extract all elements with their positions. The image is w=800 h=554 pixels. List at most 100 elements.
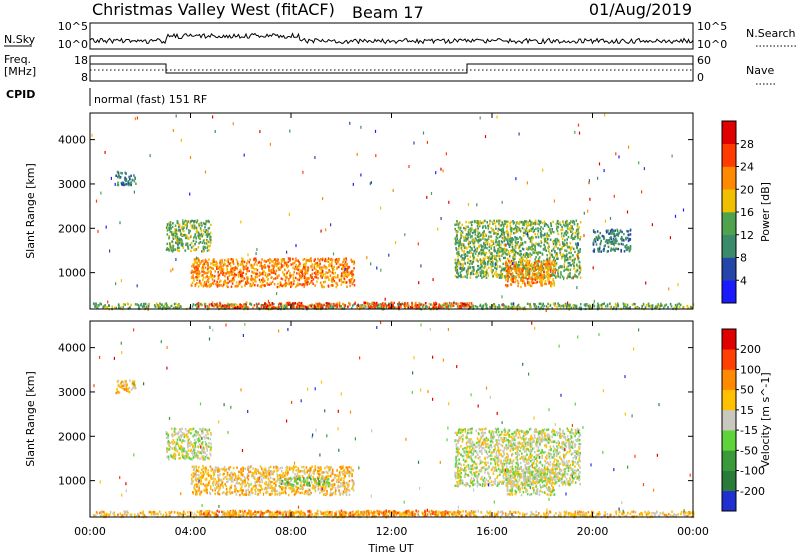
scatter-cell: [230, 285, 233, 288]
scatter-cell: [343, 265, 345, 269]
scatter-cell: [563, 513, 566, 517]
scatter-cell: [567, 268, 569, 271]
scatter-cell: [313, 271, 316, 275]
scatter-cell: [385, 511, 388, 515]
scatter-cell: [596, 230, 599, 233]
scatter-cell: [361, 306, 363, 309]
scatter-cell: [610, 232, 612, 235]
scatter-cell: [385, 306, 388, 309]
scatter-cell: [509, 243, 512, 247]
scatter-cell: [274, 261, 277, 265]
scatter-cell: [219, 261, 221, 265]
scatter-cell: [204, 266, 207, 269]
scatter-cell: [547, 242, 550, 245]
scatter-cell: [569, 241, 572, 245]
scatter-cell: [458, 260, 461, 263]
scatter-cell: [501, 303, 503, 307]
scatter-cell: [488, 230, 491, 234]
scatter-cell: [411, 304, 413, 307]
scatter-cell: [497, 227, 500, 231]
scatter-cell: [318, 305, 321, 308]
scatter-cell: [563, 254, 566, 257]
scatter-cell: [520, 263, 522, 266]
scatter-cell: [183, 229, 185, 233]
scatter-cell: [509, 225, 512, 228]
scatter-cell: [549, 270, 552, 273]
scatter-cell: [338, 301, 341, 305]
scatter-cell: [551, 255, 554, 258]
scatter-cell: [464, 302, 467, 305]
scatter-cell: [563, 234, 565, 238]
scatter-cell: [490, 257, 492, 260]
scatter-cell: [498, 306, 500, 310]
scatter-cell: [315, 276, 318, 279]
scatter-cell: [326, 510, 329, 513]
scatter-cell: [173, 302, 176, 306]
scatter-cell: [351, 513, 353, 516]
scatter-cell: [511, 242, 514, 246]
scatter-cell: [463, 251, 465, 254]
scatter-cell: [573, 220, 575, 224]
scatter-cell: [507, 236, 509, 239]
scatter-cell: [463, 236, 465, 239]
scatter-cell: [414, 306, 416, 309]
scatter-cell: [534, 513, 537, 517]
scatter-cell: [171, 245, 173, 248]
scatter-cell: [577, 236, 579, 240]
scatter-cell: [501, 228, 503, 231]
scatter-cell: [557, 269, 559, 273]
scatter-cell: [140, 303, 143, 306]
scatter-cell: [488, 243, 491, 246]
scatter-cell: [518, 132, 520, 136]
scatter-cell: [470, 302, 473, 305]
scatter-cell: [112, 512, 114, 515]
scatter-cell: [296, 278, 299, 281]
scatter-cell: [411, 301, 413, 305]
scatter-cell: [304, 272, 307, 275]
scatter-cell: [418, 515, 421, 518]
scatter-cell: [166, 223, 169, 226]
scatter-cell: [208, 306, 210, 309]
scatter-cell: [487, 274, 490, 277]
scatter-cell: [562, 304, 564, 307]
scatter-cell: [192, 245, 195, 248]
scatter-cell: [610, 240, 612, 244]
scatter-cell: [338, 263, 341, 266]
colorbar-tick-label: 12: [740, 229, 754, 242]
scatter-cell: [278, 302, 281, 305]
scatter-cell: [259, 280, 262, 284]
scatter-cell: [557, 275, 560, 278]
scatter-cell: [190, 514, 193, 518]
scatter-cell: [250, 275, 253, 278]
scatter-cell: [202, 247, 205, 251]
scatter-cell: [262, 278, 265, 281]
scatter-cell: [500, 240, 503, 243]
scatter-cell: [467, 203, 470, 206]
scatter-cell: [548, 277, 550, 280]
scatter-cell: [284, 510, 286, 513]
scatter-cell: [520, 256, 523, 259]
scatter-cell: [311, 279, 313, 283]
scatter-cell: [536, 274, 538, 277]
scatter-cell: [96, 306, 98, 310]
scatter-cell: [229, 262, 232, 265]
scatter-cell: [518, 267, 521, 270]
scatter-cell: [124, 171, 127, 174]
scatter-cell: [498, 228, 501, 231]
scatter-cell: [573, 513, 576, 516]
scatter-cell: [490, 266, 493, 269]
scatter-cell: [542, 266, 544, 270]
scatter-cell: [540, 262, 543, 265]
scatter-cell: [293, 268, 296, 271]
scatter-cell: [623, 511, 625, 515]
scatter-cell: [476, 270, 478, 273]
scatter-cell: [571, 230, 573, 233]
scatter-cell: [217, 283, 220, 287]
scatter-cell: [472, 265, 475, 269]
scatter-cell: [561, 257, 563, 260]
scatter-cell: [576, 233, 579, 236]
scatter-cell: [545, 240, 548, 243]
scatter-cell: [527, 269, 529, 273]
scatter-cell: [149, 154, 151, 158]
scatter-cell: [538, 302, 541, 305]
